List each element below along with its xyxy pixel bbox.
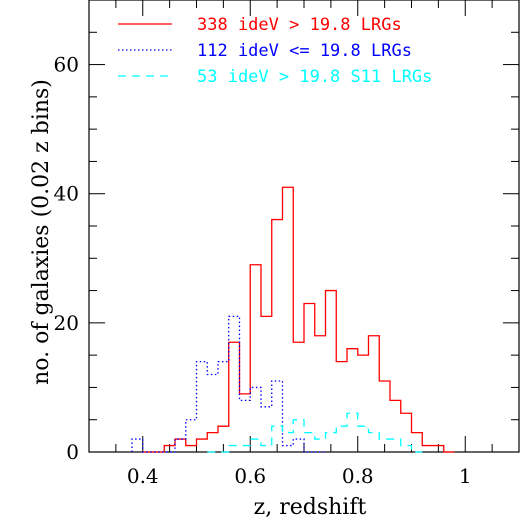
histogram-series	[131, 186, 455, 453]
x-axis-label: z, redshift	[254, 495, 367, 519]
legend-label: 53 ideV > 19.8 S11 LRGs	[197, 67, 432, 87]
y-tick-label: 0	[66, 440, 79, 464]
series-line	[142, 186, 455, 453]
x-tick-label: 0.6	[234, 464, 266, 488]
x-tick-label: 1	[459, 464, 472, 488]
y-tick-label: 40	[54, 182, 79, 206]
series-line	[207, 412, 423, 453]
y-tick-label: 60	[54, 53, 79, 77]
legend-label: 112 ideV <= 19.8 LRGs	[197, 41, 412, 61]
x-tick-label: 0.8	[342, 464, 374, 488]
y-tick-label: 20	[54, 311, 79, 335]
legend: 338 ideV > 19.8 LRGs 112 ideV <= 19.8 LRG…	[118, 15, 432, 87]
axis-tick-labels: 0.4 0.6 0.8 1 0 20 40 60	[54, 53, 472, 488]
y-axis-label: no. of galaxies (0.02 z bins)	[29, 79, 54, 385]
axis-ticks	[88, 0, 520, 453]
x-tick-label: 0.4	[127, 464, 159, 488]
series-line	[131, 315, 326, 453]
legend-label: 338 ideV > 19.8 LRGs	[197, 15, 402, 35]
